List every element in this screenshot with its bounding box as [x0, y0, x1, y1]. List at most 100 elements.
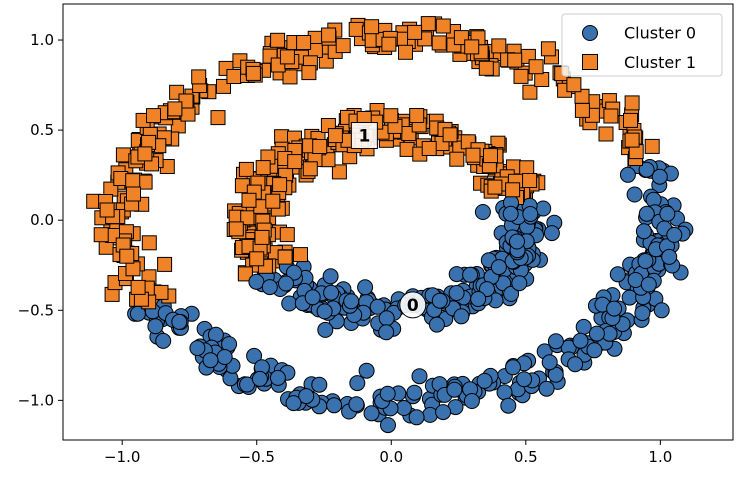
- cluster-1-point: [409, 108, 425, 123]
- cluster-0-point: [637, 253, 654, 269]
- cluster-1-point: [126, 186, 141, 202]
- cluster-1-point: [279, 49, 295, 65]
- cluster-1-point: [624, 95, 640, 111]
- cluster-1-point: [464, 39, 480, 55]
- cluster-1-point: [191, 69, 207, 85]
- cluster-1-point: [335, 38, 351, 54]
- cluster-1-point: [522, 84, 538, 100]
- cluster-0-point: [311, 376, 328, 393]
- centroid-marker-0: [399, 291, 427, 319]
- cluster-1-point: [399, 141, 415, 157]
- cluster-1-point: [274, 129, 290, 145]
- cluster-0-point: [659, 205, 676, 222]
- cluster-1-point: [331, 164, 347, 180]
- cluster-0-point: [638, 205, 655, 222]
- cluster-1-point: [442, 127, 458, 143]
- cluster-0-point: [606, 300, 623, 317]
- cluster-0-point: [448, 266, 465, 283]
- y-tick-label: −0.5: [18, 301, 54, 319]
- cluster-1-point: [279, 227, 295, 243]
- cluster-1-point: [522, 173, 538, 188]
- cluster-0-point: [316, 303, 333, 320]
- cluster-1-point: [115, 147, 131, 163]
- cluster-1-point: [421, 141, 437, 156]
- cluster-0-point: [428, 316, 445, 333]
- cluster-1-point: [249, 251, 265, 267]
- cluster-0-point: [378, 310, 395, 327]
- cluster-0-point: [474, 204, 491, 220]
- cluster-0-point: [317, 321, 334, 338]
- cluster-0-point: [281, 295, 298, 312]
- cluster-1-point: [383, 108, 399, 124]
- cluster-1-point: [238, 161, 254, 177]
- cluster-1-point: [296, 35, 312, 50]
- cluster-1-point: [180, 106, 196, 122]
- cluster-0-point: [543, 225, 560, 242]
- cluster-0-point: [431, 292, 448, 309]
- cluster-1-point: [301, 65, 317, 81]
- y-tick-label: 0.5: [30, 121, 54, 139]
- cluster-1-point: [157, 256, 173, 272]
- centroid-label-1: 1: [358, 127, 370, 147]
- cluster-0-point: [635, 223, 652, 240]
- cluster-0-point: [322, 268, 339, 285]
- cluster-0-point: [538, 380, 555, 397]
- plot-area: [63, 4, 733, 440]
- cluster-1-point: [534, 72, 550, 87]
- cluster-1-point: [513, 68, 529, 84]
- x-axis: −1.0 −0.5 0.0 0.5 1.0: [104, 440, 672, 466]
- legend: Cluster 0 Cluster 1: [561, 13, 723, 77]
- cluster-1-point: [119, 248, 135, 264]
- cluster-0-point: [408, 409, 425, 426]
- cluster-0-point: [349, 375, 366, 392]
- cluster-0-point: [435, 404, 452, 421]
- cluster-1-point: [574, 88, 590, 104]
- cluster-1-point: [483, 148, 498, 164]
- cluster-0-point: [411, 368, 428, 385]
- cluster-0-point: [476, 372, 493, 389]
- cluster-0-point: [304, 289, 321, 306]
- cluster-1-point: [302, 161, 318, 177]
- cluster-0-point: [298, 388, 315, 405]
- legend-label-cluster-0: Cluster 0: [624, 24, 696, 43]
- cluster-0-point: [619, 166, 636, 183]
- cluster-0-point: [155, 332, 172, 349]
- centroid-layer: 01: [350, 122, 427, 319]
- cluster-0-point: [651, 168, 668, 185]
- cluster-0-point: [171, 313, 188, 330]
- cluster-0-point: [470, 291, 487, 307]
- cluster-1-point: [398, 44, 413, 60]
- cluster-1-point: [125, 173, 141, 189]
- cluster-1-point: [540, 41, 556, 57]
- cluster-1-point: [226, 69, 242, 84]
- cluster-0-point: [348, 396, 365, 413]
- cluster-1-point: [282, 69, 298, 85]
- cluster-0-point: [516, 371, 533, 388]
- cluster-0-point: [380, 417, 396, 434]
- cluster-0-point: [505, 359, 521, 376]
- cluster-0-point: [357, 279, 374, 296]
- cluster-0-point: [147, 318, 164, 335]
- cluster-0-point: [189, 340, 206, 357]
- cluster-1-point: [519, 160, 535, 176]
- cluster-0-point: [572, 332, 589, 349]
- cluster-1-point: [255, 160, 271, 176]
- cluster-0-point: [422, 406, 439, 423]
- cluster-0-point: [640, 276, 657, 293]
- cluster-0-point: [326, 397, 343, 414]
- cluster-1-point: [146, 108, 161, 124]
- cluster-0-point: [463, 393, 480, 409]
- cluster-0-point: [634, 305, 651, 322]
- y-tick-label: 1.0: [30, 31, 54, 49]
- cluster-0-point: [251, 370, 268, 387]
- x-tick-label: 0.5: [514, 448, 538, 466]
- cluster-1-point: [137, 146, 153, 162]
- cluster-1-point: [99, 202, 115, 218]
- cluster-1-point: [364, 19, 380, 35]
- cluster-1-point: [327, 128, 343, 144]
- cluster-1-point: [270, 32, 286, 48]
- cluster-1-point: [178, 93, 194, 109]
- legend-box: [561, 13, 723, 77]
- cluster-0-point: [378, 324, 395, 341]
- cluster-0-point: [358, 362, 375, 379]
